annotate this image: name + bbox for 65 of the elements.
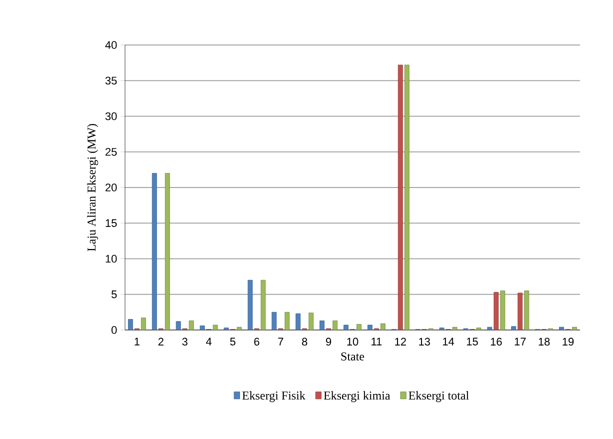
y-tick-label: 15 xyxy=(106,219,117,227)
x-tick-label: 1 xyxy=(134,338,140,346)
x-tick-label: 18 xyxy=(538,338,550,346)
y-tick-label: 35 xyxy=(105,76,117,85)
bar xyxy=(188,320,194,330)
bar xyxy=(500,290,506,330)
x-tick-label: 7 xyxy=(278,338,284,346)
x-tick-label: 8 xyxy=(302,338,308,346)
y-tick-label: 5 xyxy=(112,290,117,298)
x-tick-label: 13 xyxy=(419,338,430,346)
bar xyxy=(398,64,403,330)
bar xyxy=(236,326,242,330)
x-tick-label: 2 xyxy=(158,338,164,346)
x-axis-title: State xyxy=(341,352,364,360)
bar xyxy=(380,323,386,330)
bar xyxy=(176,321,181,330)
x-tick-label: 6 xyxy=(254,338,260,346)
bar xyxy=(332,320,338,330)
bar xyxy=(152,173,157,330)
bar xyxy=(164,173,170,330)
bar xyxy=(260,280,266,330)
legend-label: Eksergi total xyxy=(408,391,469,402)
bar xyxy=(200,326,205,330)
bar xyxy=(511,326,516,330)
x-tick-label: 16 xyxy=(490,338,502,346)
x-tick-label: 14 xyxy=(443,338,454,346)
bar xyxy=(572,326,577,330)
bar xyxy=(128,319,133,330)
bar xyxy=(272,312,277,330)
bar xyxy=(559,326,564,330)
x-tick-label: 5 xyxy=(230,338,236,346)
x-tick-label: 9 xyxy=(326,338,332,346)
bar xyxy=(356,324,362,330)
legend-label: Eksergi kimia xyxy=(324,391,390,402)
bar xyxy=(212,324,218,330)
x-tick-label: 4 xyxy=(206,338,212,346)
bar xyxy=(344,324,348,330)
bar xyxy=(248,280,253,330)
bar xyxy=(320,320,325,330)
y-tick-label: 20 xyxy=(106,184,117,192)
bar xyxy=(284,312,290,330)
bar xyxy=(296,313,301,330)
y-tick-label: 25 xyxy=(106,148,117,156)
x-tick-label: 19 xyxy=(562,338,574,346)
legend-label: Eksergi Fisik xyxy=(242,391,306,402)
y-tick-label: 10 xyxy=(106,254,117,263)
bar xyxy=(452,326,458,330)
x-tick-label: 15 xyxy=(466,338,478,346)
y-tick-label: 40 xyxy=(105,41,117,49)
bar xyxy=(487,326,492,330)
bar xyxy=(308,312,314,330)
x-tick-label: 17 xyxy=(514,338,526,346)
bar xyxy=(494,292,499,330)
x-tick-label: 11 xyxy=(372,338,382,346)
bar xyxy=(524,290,530,330)
bar xyxy=(404,64,410,330)
bar xyxy=(368,324,372,330)
bar xyxy=(141,318,146,330)
y-axis-title: Laju Aliran Eksergi (MW) xyxy=(87,124,98,252)
y-tick-label: 30 xyxy=(105,112,117,120)
x-tick-label: 3 xyxy=(182,338,188,346)
bar xyxy=(518,292,523,330)
y-tick-label: 0 xyxy=(112,326,117,334)
x-tick-label: 10 xyxy=(347,338,358,346)
x-tick-label: 12 xyxy=(395,338,406,346)
